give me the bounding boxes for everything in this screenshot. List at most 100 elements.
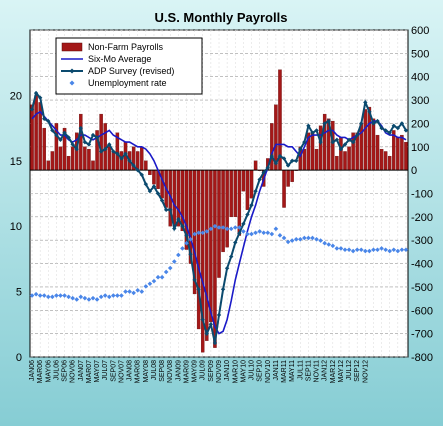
left-tick-label: 0 xyxy=(16,352,22,364)
payroll-bar xyxy=(233,169,237,218)
adp-survey-point xyxy=(306,123,311,128)
x-tick-label: JUL09 xyxy=(200,360,207,380)
x-tick-label: NOV12 xyxy=(362,360,369,383)
payroll-bar xyxy=(310,132,315,171)
payroll-bar xyxy=(30,104,34,171)
unemployment-point xyxy=(297,236,303,242)
x-tick-label: JAN09 xyxy=(175,360,182,381)
adp-survey-point xyxy=(78,125,84,131)
payroll-bar xyxy=(290,169,294,182)
payroll-bar xyxy=(339,137,343,171)
six-mo-average-line xyxy=(31,110,407,335)
unemployment-point xyxy=(330,243,336,249)
unemployment-point xyxy=(350,248,356,254)
right-tick-label: -700 xyxy=(411,329,433,341)
x-tick-label: SEP12 xyxy=(354,360,361,382)
left-tick-label: 10 xyxy=(10,221,22,233)
adp-survey-point xyxy=(265,165,270,171)
adp-survey-point xyxy=(399,121,405,126)
adp-survey-point xyxy=(86,142,92,147)
payroll-bar xyxy=(99,113,103,171)
unemployment-point xyxy=(200,230,206,236)
adp-survey-point xyxy=(375,118,380,124)
adp-survey-point xyxy=(318,139,323,145)
unemployment-point xyxy=(273,226,279,232)
unemployment-point xyxy=(58,293,63,298)
unemployment-point xyxy=(159,274,165,280)
payroll-bar xyxy=(172,169,177,227)
payroll-bar xyxy=(152,169,156,185)
unemployment-point xyxy=(111,293,116,298)
unemployment-point xyxy=(50,294,55,300)
adp-survey-point xyxy=(310,130,315,135)
left-tick-label: 15 xyxy=(10,156,22,168)
adp-survey-point xyxy=(391,123,396,128)
adp-survey-point xyxy=(302,139,307,145)
right-tick-label: -100 xyxy=(411,189,433,201)
adp-survey-point xyxy=(62,130,67,135)
unemployment-point xyxy=(41,293,47,298)
adp-survey-point xyxy=(363,100,368,105)
unemployment-point xyxy=(314,236,319,242)
adp-survey-point xyxy=(294,158,299,163)
x-tick-label: JUL11 xyxy=(297,360,304,380)
adp-survey-point xyxy=(123,151,128,156)
x-tick-label: SEP06 xyxy=(62,360,69,382)
unemployment-point xyxy=(310,235,315,241)
x-tick-label: MAY09 xyxy=(192,360,199,383)
unemployment-point xyxy=(216,225,222,230)
payroll-bar xyxy=(347,146,351,171)
unemployment-point xyxy=(115,293,120,298)
adp-survey-point xyxy=(42,116,47,121)
legend-swatch-adp-point xyxy=(69,68,75,74)
unemployment-point xyxy=(363,248,368,254)
unemployment-point xyxy=(338,246,344,251)
payroll-bar xyxy=(209,169,213,323)
legend-label: Non-Farm Payrolls xyxy=(88,42,164,52)
unemployment-point xyxy=(54,293,59,298)
x-tick-label: NOV06 xyxy=(70,360,77,383)
adp-survey-point xyxy=(54,132,59,138)
adp-survey-point xyxy=(257,177,262,182)
chart-title: U.S. Monthly Payrolls xyxy=(155,10,288,25)
right-tick-label: -600 xyxy=(411,305,433,317)
adp-survey-point xyxy=(379,125,384,131)
adp-survey-point xyxy=(172,226,177,231)
x-tick-label: JUL07 xyxy=(102,360,109,380)
payroll-bar xyxy=(70,146,75,171)
unemployment-point xyxy=(346,247,352,253)
adp-survey-point xyxy=(33,90,39,96)
adp-survey-point xyxy=(314,128,319,133)
adp-survey-point xyxy=(383,128,388,133)
x-tick-label: JAN08 xyxy=(127,360,134,381)
x-tick-label: JAN11 xyxy=(273,360,280,381)
unemployment-point xyxy=(257,229,262,234)
unemployment-point xyxy=(94,297,100,302)
adp-survey-point xyxy=(188,252,193,257)
x-axis: JAN06 MAR06 MAY06 JUL06 SEP06 NOV06 JAN07 MAR07… xyxy=(29,360,369,383)
adp-survey-point xyxy=(151,184,157,189)
payroll-bar xyxy=(107,146,111,171)
unemployment-point xyxy=(293,236,299,242)
adp-survey-point xyxy=(359,121,364,126)
x-tick-label: JAN06 xyxy=(29,360,36,381)
payroll-bar xyxy=(396,137,400,171)
unemployment-point xyxy=(269,231,275,237)
adp-survey-point xyxy=(208,322,214,327)
unemployment-point xyxy=(86,297,92,302)
adp-survey-point xyxy=(261,170,266,175)
unemployment-point xyxy=(119,293,124,298)
adp-survey-point xyxy=(70,142,75,147)
x-tick-label: MAY12 xyxy=(338,360,345,383)
right-tick-label: -500 xyxy=(411,282,433,294)
right-tick-label: 100 xyxy=(411,142,429,154)
unemployment-point xyxy=(399,247,405,253)
unemployment-point xyxy=(253,230,258,236)
payroll-bar xyxy=(241,169,246,192)
payroll-bar xyxy=(302,148,307,171)
payroll-bar xyxy=(79,113,83,171)
unemployment-point xyxy=(90,295,96,301)
adp-survey-point xyxy=(326,118,331,124)
adp-survey-point xyxy=(176,216,181,222)
